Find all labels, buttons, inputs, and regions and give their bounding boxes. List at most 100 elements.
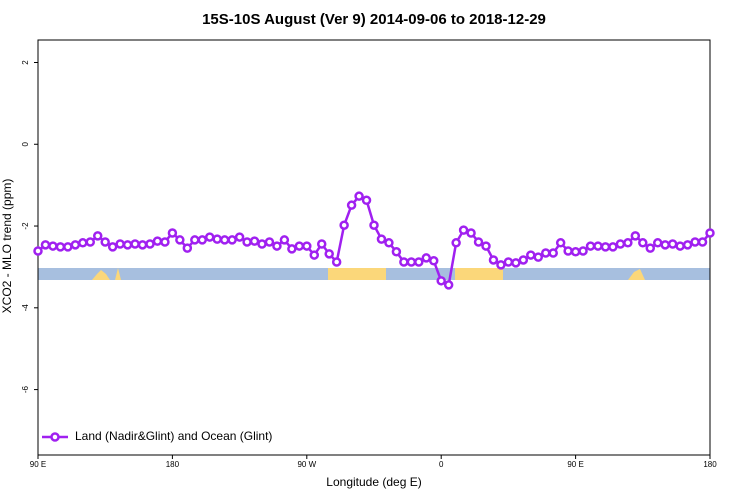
- point: [272, 241, 282, 251]
- point: [511, 258, 521, 268]
- point: [555, 238, 566, 248]
- point: [660, 240, 670, 250]
- point: [287, 244, 297, 254]
- point: [100, 237, 110, 247]
- chart-title: 15S-10S August (Ver 9) 2014-09-06 to 201…: [202, 11, 546, 28]
- land-band: [455, 268, 503, 280]
- point: [623, 238, 633, 248]
- point: [436, 276, 446, 286]
- y-tick-label: -4: [21, 304, 30, 312]
- point: [302, 241, 312, 251]
- point: [384, 238, 394, 248]
- point: [324, 249, 334, 259]
- point: [78, 238, 88, 248]
- point: [481, 241, 491, 251]
- x-tick-label: 90 E: [30, 460, 46, 469]
- y-tick-label: -2: [21, 222, 30, 230]
- point: [705, 228, 715, 238]
- point: [339, 220, 349, 230]
- point: [190, 235, 200, 245]
- land-band: [328, 268, 386, 280]
- point: [578, 246, 588, 256]
- x-tick-label: 0: [439, 460, 444, 469]
- point: [570, 247, 581, 257]
- point: [227, 235, 237, 245]
- point: [563, 246, 573, 256]
- point: [137, 240, 148, 250]
- point: [406, 257, 417, 267]
- point: [152, 236, 163, 246]
- point: [451, 238, 461, 248]
- point: [600, 242, 611, 252]
- point: [443, 280, 454, 290]
- point: [354, 191, 364, 201]
- point: [638, 238, 648, 248]
- point: [167, 228, 178, 238]
- point: [309, 250, 320, 260]
- point: [92, 231, 103, 241]
- point: [458, 225, 469, 235]
- point: [115, 239, 125, 249]
- point: [234, 232, 245, 242]
- point: [428, 256, 439, 266]
- point: [70, 240, 81, 250]
- point: [518, 255, 529, 265]
- point: [182, 243, 193, 253]
- point: [175, 235, 185, 245]
- point: [503, 257, 514, 267]
- point: [219, 235, 230, 245]
- point: [316, 239, 327, 249]
- point: [346, 200, 357, 210]
- point: [414, 257, 424, 267]
- x-tick-label: 180: [166, 460, 180, 469]
- point: [496, 260, 506, 270]
- point: [667, 239, 678, 249]
- point: [615, 239, 626, 249]
- point: [533, 252, 544, 262]
- point: [630, 231, 641, 241]
- x-axis-label: Longitude (deg E): [326, 475, 421, 489]
- point: [466, 228, 476, 238]
- point: [488, 255, 499, 265]
- point: [331, 257, 342, 267]
- point: [33, 246, 43, 256]
- point: [130, 239, 140, 249]
- point: [369, 220, 379, 230]
- point: [48, 241, 58, 251]
- land-band: [92, 270, 110, 280]
- y-axis-label: XCO2 - MLO trend (ppm): [0, 179, 14, 314]
- point: [257, 239, 267, 249]
- point: [249, 236, 260, 246]
- point: [376, 234, 387, 244]
- point: [279, 235, 290, 245]
- point: [526, 250, 536, 260]
- point: [264, 237, 275, 247]
- y-tick-label: 2: [21, 60, 30, 65]
- point: [145, 239, 155, 249]
- point: [608, 242, 618, 252]
- point: [652, 238, 663, 248]
- point: [421, 253, 432, 263]
- point: [645, 243, 656, 253]
- point: [697, 237, 708, 247]
- legend-label: Land (Nadir&Glint) and Ocean (Glint): [75, 429, 272, 443]
- y-tick-label: -6: [21, 385, 30, 393]
- x-tick-label: 90 E: [567, 460, 583, 469]
- legend-marker: [50, 432, 60, 442]
- point: [682, 240, 693, 250]
- x-tick-label: 180: [703, 460, 717, 469]
- point: [399, 257, 409, 267]
- point: [675, 241, 685, 251]
- point: [204, 232, 215, 242]
- y-tick-label: 0: [21, 141, 30, 146]
- point: [160, 237, 170, 247]
- point: [540, 248, 551, 258]
- point: [55, 242, 66, 252]
- point: [122, 240, 133, 250]
- point: [294, 241, 305, 251]
- point: [585, 241, 596, 251]
- point: [391, 247, 402, 257]
- point: [197, 235, 208, 245]
- point: [593, 241, 603, 251]
- point: [473, 237, 484, 247]
